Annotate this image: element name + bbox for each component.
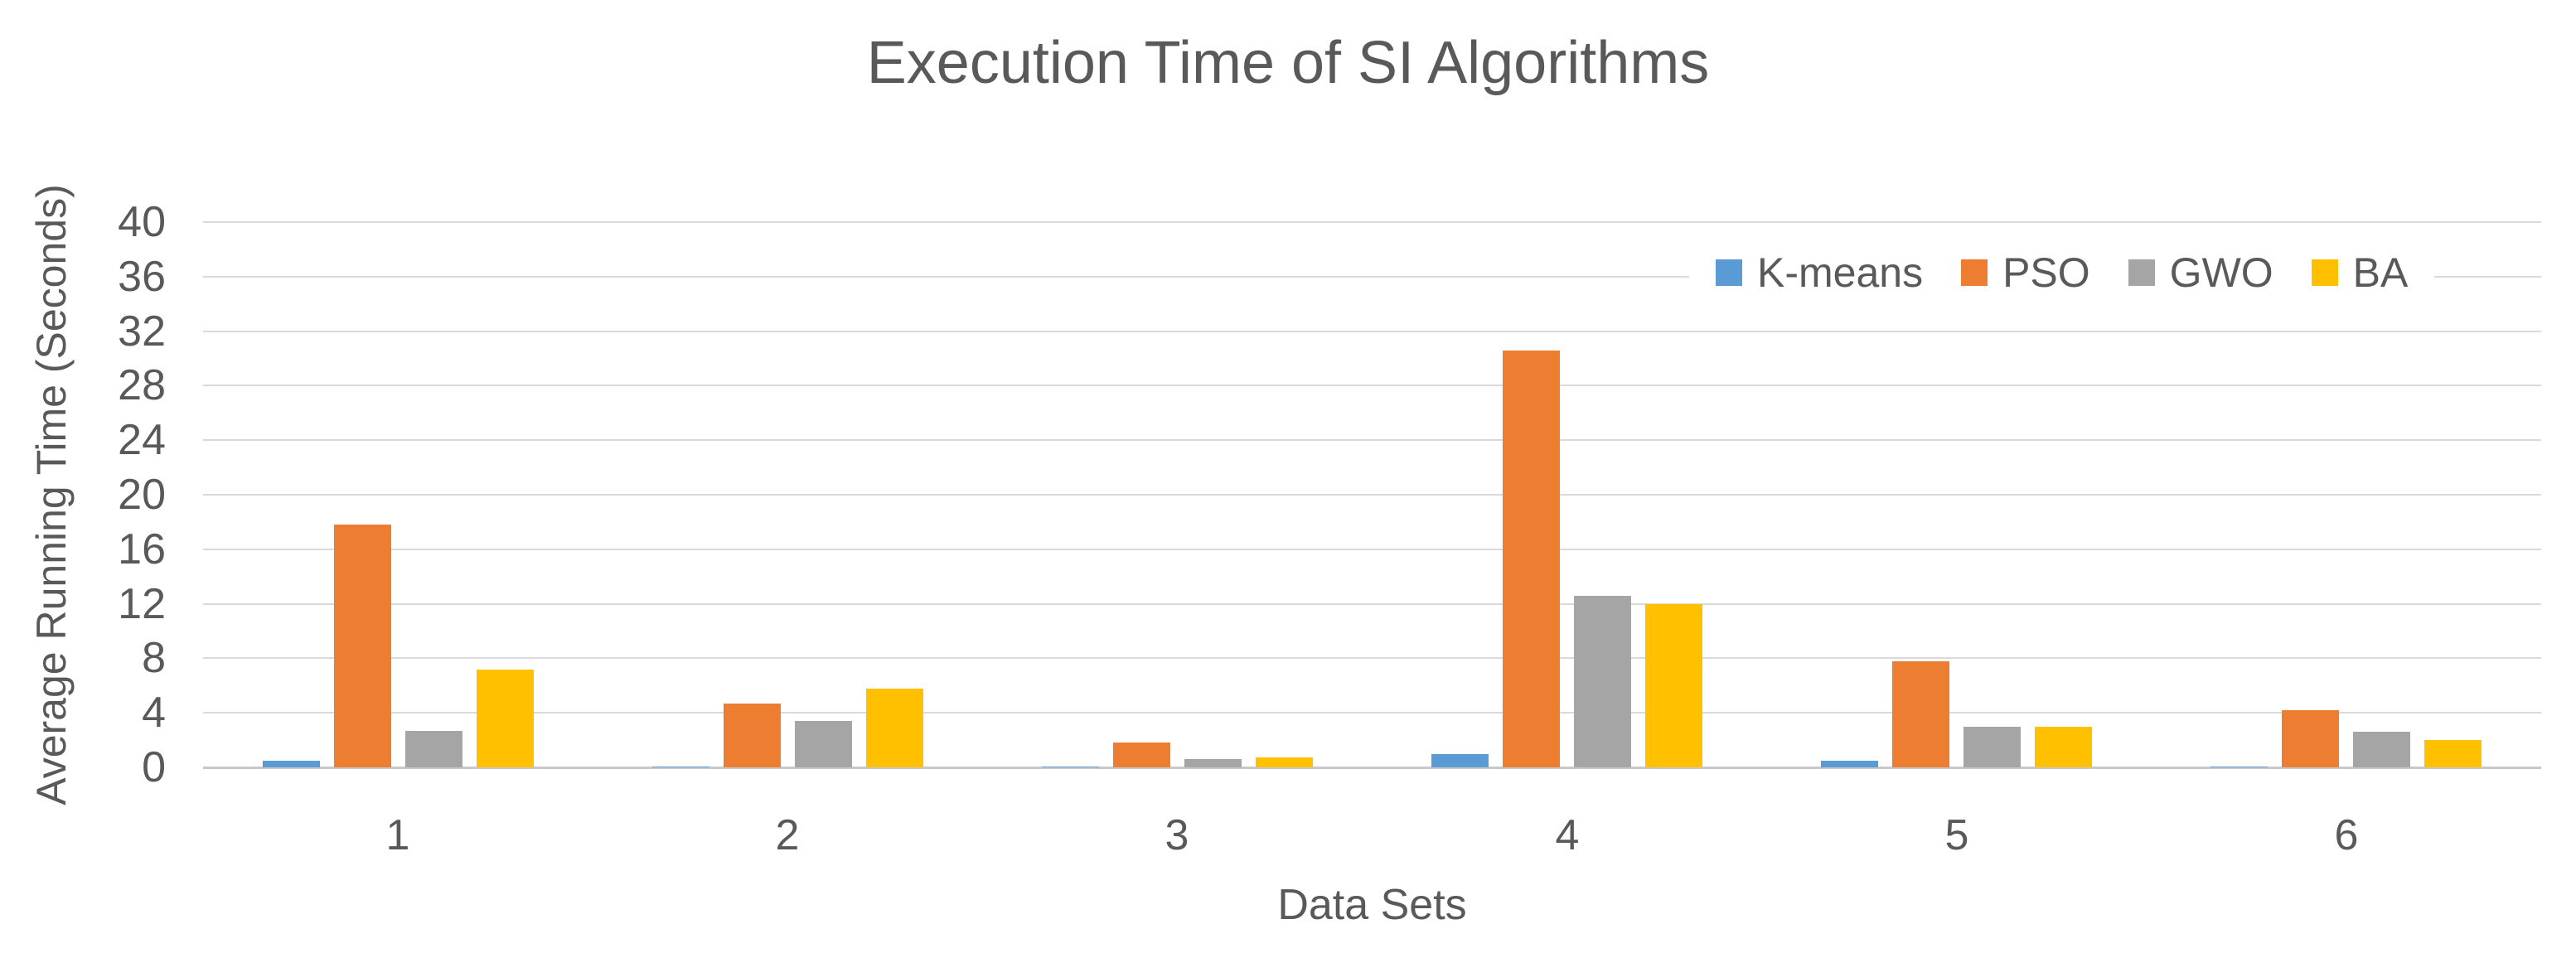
y-tick-label: 4 xyxy=(142,689,166,738)
x-tick-label: 2 xyxy=(775,811,800,859)
plot-area xyxy=(203,221,2541,769)
bar-pso-dataset-6 xyxy=(2282,710,2339,767)
y-tick-label: 8 xyxy=(142,634,166,683)
gridline xyxy=(203,221,2541,223)
x-tick-label: 3 xyxy=(1165,811,1189,859)
bar-pso-dataset-4 xyxy=(1503,351,1560,767)
bar-ba-dataset-2 xyxy=(866,689,923,767)
bar-k-means-dataset-4 xyxy=(1431,754,1489,767)
gridline xyxy=(203,657,2541,660)
bar-gwo-dataset-2 xyxy=(795,721,852,767)
y-tick-label: 16 xyxy=(118,525,166,573)
bar-gwo-dataset-5 xyxy=(1963,727,2021,767)
legend-swatch-pso xyxy=(1961,259,1988,286)
y-tick-label: 12 xyxy=(118,579,166,628)
bar-pso-dataset-5 xyxy=(1892,661,1949,767)
bar-gwo-dataset-4 xyxy=(1574,596,1631,767)
legend-label: K-means xyxy=(1757,249,1924,296)
bar-pso-dataset-3 xyxy=(1113,743,1170,767)
legend-label: BA xyxy=(2352,249,2409,296)
bar-ba-dataset-5 xyxy=(2035,727,2092,767)
bar-ba-dataset-3 xyxy=(1256,757,1313,767)
y-tick-label: 0 xyxy=(142,743,166,791)
x-tick-label: 6 xyxy=(2334,811,2359,859)
y-tick-label: 28 xyxy=(118,361,166,410)
legend-item-gwo: GWO xyxy=(2128,249,2273,297)
x-tick-label: 4 xyxy=(1555,811,1580,859)
bar-gwo-dataset-1 xyxy=(405,731,462,767)
gridline xyxy=(203,385,2541,387)
legend-swatch-ba xyxy=(2311,259,2338,286)
x-axis-line xyxy=(203,767,2541,769)
bar-k-means-dataset-1 xyxy=(263,761,320,767)
legend-item-k-means: K-means xyxy=(1716,249,1923,297)
legend-item-ba: BA xyxy=(2311,249,2409,297)
legend: K-means PSO GWO BA xyxy=(1689,244,2435,302)
chart-title: Execution Time of SI Algorithms xyxy=(866,30,1710,96)
gridline xyxy=(203,712,2541,714)
y-tick-label: 36 xyxy=(118,252,166,301)
bar-pso-dataset-1 xyxy=(334,525,391,767)
bar-gwo-dataset-3 xyxy=(1184,759,1242,767)
y-tick-label: 20 xyxy=(118,471,166,519)
x-tick-label: 1 xyxy=(385,811,410,859)
legend-label: PSO xyxy=(2002,249,2090,296)
x-tick-label: 5 xyxy=(1944,811,1969,859)
y-tick-label: 40 xyxy=(118,198,166,246)
bar-ba-dataset-1 xyxy=(477,670,534,767)
gridline xyxy=(203,548,2541,550)
y-tick-label: 24 xyxy=(118,416,166,465)
bar-ba-dataset-4 xyxy=(1645,604,1702,767)
legend-swatch-k-means xyxy=(1716,259,1742,286)
x-axis-title: Data Sets xyxy=(1277,881,1467,929)
legend-item-pso: PSO xyxy=(1961,249,2090,297)
bar-k-means-dataset-5 xyxy=(1821,761,1878,767)
bar-gwo-dataset-6 xyxy=(2353,732,2410,767)
legend-label: GWO xyxy=(2169,249,2273,296)
gridline xyxy=(203,330,2541,332)
gridline xyxy=(203,602,2541,605)
legend-swatch-gwo xyxy=(2128,259,2155,286)
bar-ba-dataset-6 xyxy=(2424,740,2482,767)
gridline xyxy=(203,439,2541,442)
y-tick-label: 32 xyxy=(118,307,166,356)
bar-pso-dataset-2 xyxy=(724,704,781,767)
gridline xyxy=(203,275,2541,278)
gridline xyxy=(203,494,2541,496)
